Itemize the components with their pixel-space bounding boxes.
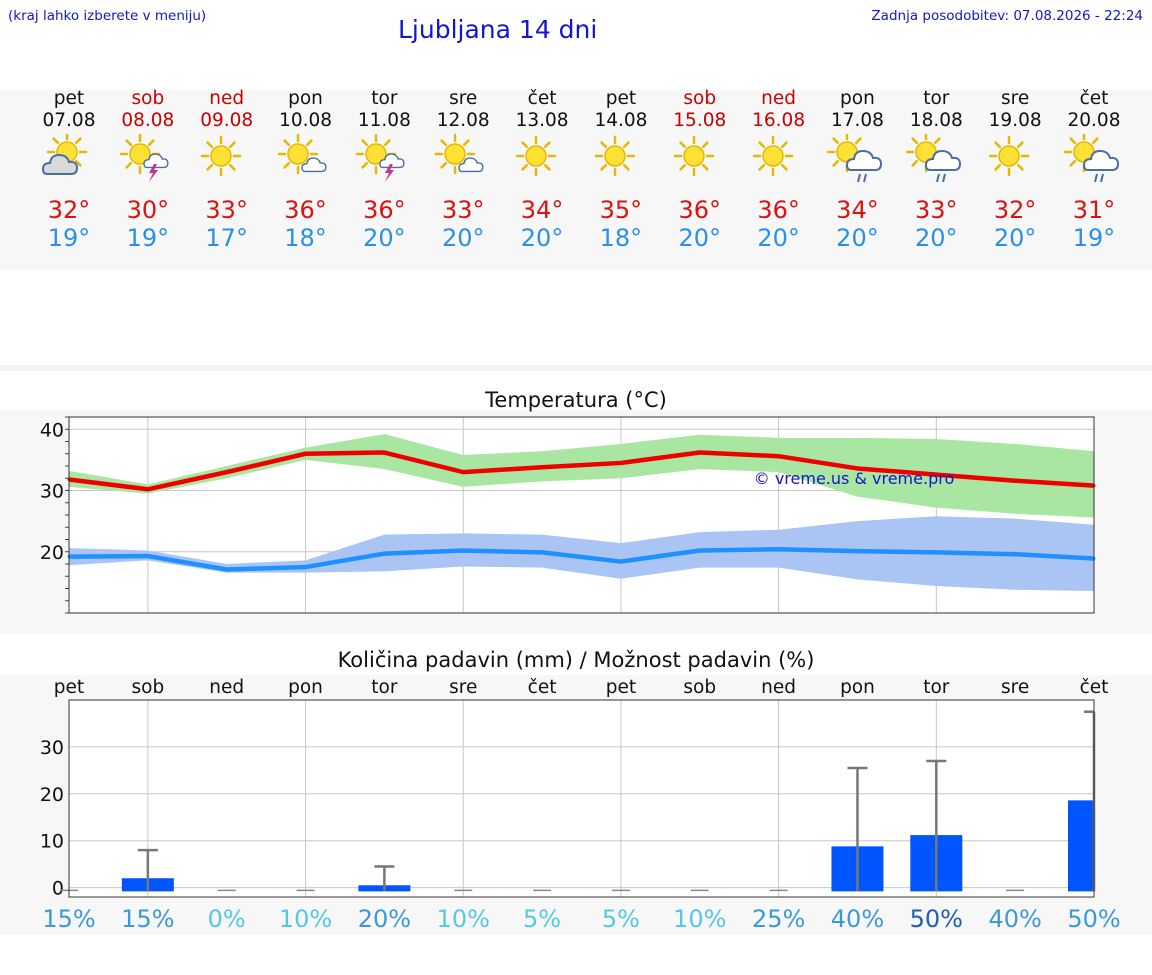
day-column: tor 11.08 36° 20° — [344, 88, 424, 252]
temp-min: 19° — [47, 224, 91, 252]
sun-small-cloud-icon — [434, 134, 484, 175]
day-column: pet 07.08 32° 19° — [29, 88, 109, 252]
temp-max: 33° — [205, 196, 248, 224]
temp-max: 36° — [757, 196, 800, 224]
precipitation-chart-title: Količina padavin (mm) / Možnost padavin … — [337, 648, 815, 672]
day-date: 13.08 — [515, 110, 569, 131]
day-name: sre — [449, 88, 478, 109]
day-column: ned 16.08 36° 20° — [739, 88, 819, 252]
temp-min: 17° — [205, 224, 248, 252]
day-column: čet 13.08 34° 20° — [502, 88, 582, 252]
day-name: sob — [683, 88, 717, 109]
temp-min: 20° — [757, 224, 800, 252]
temp-max: 35° — [599, 196, 643, 224]
temp-min: 19° — [126, 224, 170, 252]
temp-max: 31° — [1072, 196, 1116, 224]
sun-cloud-rain-icon — [1064, 134, 1120, 183]
temp-min: 19° — [1072, 224, 1116, 252]
day-date: 09.08 — [200, 110, 254, 131]
day-date: 10.08 — [279, 110, 333, 131]
sun-icon — [752, 135, 793, 177]
day-column: sre 19.08 32° 20° — [975, 88, 1055, 252]
temp-min: 20° — [993, 224, 1037, 252]
day-column: pet 14.08 35° 18° — [581, 88, 661, 252]
day-date: 08.08 — [121, 110, 175, 131]
day-name: pon — [288, 88, 323, 109]
day-date: 14.08 — [594, 110, 648, 131]
temp-min: 18° — [599, 224, 643, 252]
day-date: 17.08 — [830, 110, 884, 131]
temp-min: 20° — [836, 224, 879, 252]
section-divider — [0, 365, 1152, 371]
sun-icon — [200, 135, 241, 177]
day-column: čet 20.08 31° 19° — [1054, 88, 1134, 252]
sun-icon — [988, 135, 1030, 177]
location-hint: (kraj lahko izberete v meniju) — [8, 8, 207, 24]
day-name: ned — [209, 88, 245, 109]
temp-max: 30° — [126, 196, 170, 224]
day-column: sob 08.08 30° 19° — [108, 88, 188, 252]
sun-icon — [673, 135, 715, 177]
sun-thunder-icon — [119, 134, 169, 182]
temp-max: 36° — [678, 196, 722, 224]
day-column: tor 18.08 33° 20° — [896, 88, 976, 252]
temp-max: 34° — [836, 196, 879, 224]
day-name: pet — [605, 88, 637, 109]
day-name: tor — [923, 88, 950, 109]
day-name: pet — [53, 88, 85, 109]
day-name: ned — [761, 88, 797, 109]
day-date: 07.08 — [42, 110, 96, 131]
temp-min: 20° — [441, 224, 485, 252]
day-column: ned 09.08 33° 17° — [187, 88, 267, 252]
day-column: sob 15.08 36° 20° — [660, 88, 740, 252]
temperature-chart-title: Temperatura (°C) — [485, 388, 667, 412]
sun-icon — [515, 135, 557, 177]
temp-min: 18° — [284, 224, 327, 252]
day-column: pon 10.08 36° 18° — [266, 88, 346, 252]
temperature-band — [0, 410, 1152, 634]
day-name: tor — [371, 88, 398, 109]
day-date: 16.08 — [752, 110, 806, 131]
sun-cloud-icon — [41, 134, 88, 175]
day-date: 19.08 — [988, 110, 1042, 131]
precipitation-band — [0, 675, 1152, 935]
temp-min: 20° — [915, 224, 958, 252]
day-date: 12.08 — [436, 110, 490, 131]
temp-max: 32° — [47, 196, 91, 224]
temp-min: 20° — [678, 224, 722, 252]
day-name: sob — [131, 88, 165, 109]
day-name: sre — [1001, 88, 1030, 109]
sun-small-cloud-icon — [277, 134, 327, 175]
sun-icon — [594, 135, 636, 177]
day-column: sre 12.08 33° 20° — [423, 88, 503, 252]
page-title: Ljubljana 14 dni — [398, 15, 598, 44]
day-name: čet — [527, 88, 557, 109]
temp-min: 20° — [363, 224, 406, 252]
temp-max: 33° — [915, 196, 958, 224]
temp-min: 20° — [520, 224, 564, 252]
temp-max: 34° — [520, 196, 564, 224]
day-date: 20.08 — [1067, 110, 1121, 131]
day-name: čet — [1079, 88, 1109, 109]
temp-max: 36° — [363, 196, 406, 224]
temp-max: 36° — [284, 196, 327, 224]
day-name: pon — [840, 88, 875, 109]
day-date: 18.08 — [909, 110, 963, 131]
sun-cloud-rain-icon — [827, 134, 883, 183]
temp-max: 32° — [993, 196, 1037, 224]
sun-thunder-icon — [356, 134, 405, 182]
day-date: 15.08 — [673, 110, 727, 131]
last-update: Zadnja posodobitev: 07.08.2026 - 22:24 — [871, 8, 1143, 24]
day-date: 11.08 — [357, 110, 411, 131]
forecast-band — [0, 90, 1152, 270]
sun-cloud-rain-icon — [906, 134, 962, 183]
day-column: pon 17.08 34° 20° — [817, 88, 897, 252]
temp-max: 33° — [441, 196, 485, 224]
